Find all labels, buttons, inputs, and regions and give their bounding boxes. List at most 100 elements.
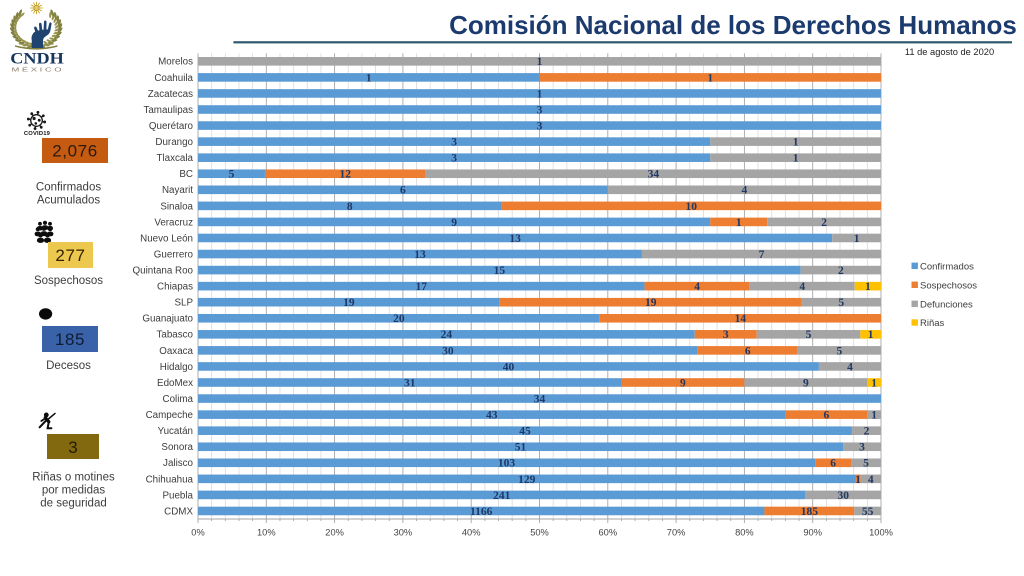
svg-text:Defunciones: Defunciones — [920, 299, 973, 310]
svg-text:Tabasco: Tabasco — [157, 330, 194, 341]
svg-text:45: 45 — [519, 426, 531, 438]
svg-text:Comisión Nacional de los Derec: Comisión Nacional de los Derechos Humano… — [449, 10, 1017, 40]
svg-text:1: 1 — [854, 233, 860, 245]
svg-text:Coahuila: Coahuila — [154, 73, 193, 84]
svg-text:Yucatán: Yucatán — [158, 426, 193, 437]
svg-text:20: 20 — [393, 313, 405, 325]
svg-text:19: 19 — [645, 297, 657, 309]
svg-text:12: 12 — [340, 169, 352, 181]
svg-text:Confirmados: Confirmados — [36, 182, 101, 194]
svg-text:4: 4 — [742, 185, 748, 197]
svg-text:CNDH: CNDH — [10, 51, 64, 68]
svg-text:50%: 50% — [530, 528, 549, 538]
svg-text:9: 9 — [680, 377, 686, 389]
svg-text:CDMX: CDMX — [164, 506, 193, 517]
svg-text:Veracruz: Veracruz — [154, 217, 193, 228]
svg-text:277: 277 — [55, 246, 85, 265]
svg-text:5: 5 — [806, 329, 812, 341]
svg-text:10%: 10% — [257, 528, 276, 538]
svg-text:Querétaro: Querétaro — [149, 121, 194, 132]
svg-text:3: 3 — [451, 137, 457, 149]
svg-text:3: 3 — [451, 153, 457, 165]
svg-text:100%: 100% — [869, 528, 893, 538]
svg-text:1: 1 — [868, 329, 874, 341]
svg-text:Nayarit: Nayarit — [162, 185, 193, 196]
svg-text:1: 1 — [865, 281, 871, 293]
svg-text:Sinaloa: Sinaloa — [160, 201, 193, 212]
svg-text:Sospechosos: Sospechosos — [34, 275, 103, 287]
svg-text:24: 24 — [441, 329, 453, 341]
svg-text:2: 2 — [821, 217, 827, 229]
svg-text:30: 30 — [837, 490, 849, 502]
svg-text:Chiapas: Chiapas — [157, 282, 193, 293]
svg-text:Sospechosos: Sospechosos — [920, 280, 977, 291]
svg-text:1: 1 — [793, 153, 799, 165]
svg-text:3: 3 — [68, 438, 77, 457]
svg-text:19: 19 — [343, 297, 355, 309]
svg-text:3: 3 — [537, 120, 543, 132]
svg-text:6: 6 — [830, 458, 836, 470]
svg-text:SLP: SLP — [174, 298, 193, 309]
svg-text:1: 1 — [855, 474, 861, 486]
svg-text:Nuevo León: Nuevo León — [140, 233, 193, 244]
svg-text:90%: 90% — [803, 528, 822, 538]
svg-text:1: 1 — [793, 137, 799, 149]
svg-text:1: 1 — [366, 72, 372, 84]
svg-text:1166: 1166 — [470, 506, 493, 518]
svg-text:EdoMex: EdoMex — [157, 378, 193, 389]
svg-text:Puebla: Puebla — [162, 490, 193, 501]
svg-text:40%: 40% — [462, 528, 481, 538]
svg-text:M É X I C O: M É X I C O — [12, 67, 62, 74]
svg-text:31: 31 — [404, 377, 416, 389]
svg-text:5: 5 — [863, 458, 869, 470]
svg-text:9: 9 — [451, 217, 457, 229]
svg-text:34: 34 — [648, 169, 660, 181]
svg-text:Quintana Roo: Quintana Roo — [133, 265, 194, 276]
svg-text:4: 4 — [847, 361, 853, 373]
svg-text:2,076: 2,076 — [52, 142, 98, 161]
svg-text:10: 10 — [686, 201, 698, 213]
svg-text:Colima: Colima — [163, 394, 194, 405]
svg-text:2: 2 — [864, 426, 870, 438]
svg-text:COVID19: COVID19 — [24, 131, 51, 137]
svg-text:Sonora: Sonora — [161, 442, 193, 453]
svg-text:34: 34 — [534, 393, 546, 405]
svg-text:6: 6 — [823, 410, 829, 422]
svg-text:3: 3 — [723, 329, 729, 341]
svg-text:80%: 80% — [735, 528, 754, 538]
svg-text:Hidalgo: Hidalgo — [160, 362, 194, 373]
svg-text:13: 13 — [414, 249, 426, 261]
svg-text:17: 17 — [416, 281, 428, 293]
svg-text:Zacatecas: Zacatecas — [148, 89, 193, 100]
svg-text:43: 43 — [486, 410, 498, 422]
svg-text:6: 6 — [745, 345, 751, 357]
svg-text:1: 1 — [707, 72, 713, 84]
svg-text:40: 40 — [503, 361, 515, 373]
svg-text:Durango: Durango — [155, 137, 193, 148]
svg-text:14: 14 — [735, 313, 747, 325]
svg-text:Jalisco: Jalisco — [163, 458, 193, 469]
svg-text:11 de agosto de 2020: 11 de agosto de 2020 — [905, 47, 994, 57]
svg-text:Riñas o motines: Riñas o motines — [32, 472, 115, 484]
svg-text:Chihuahua: Chihuahua — [146, 474, 194, 485]
svg-text:1: 1 — [871, 410, 877, 422]
svg-text:Oaxaca: Oaxaca — [159, 346, 193, 357]
svg-text:5: 5 — [838, 297, 844, 309]
svg-text:Decesos: Decesos — [46, 360, 91, 372]
svg-text:Riñas: Riñas — [920, 318, 945, 329]
svg-text:30: 30 — [442, 345, 454, 357]
svg-text:103: 103 — [498, 458, 516, 470]
svg-text:0%: 0% — [191, 528, 204, 538]
svg-text:9: 9 — [803, 377, 809, 389]
svg-text:Morelos: Morelos — [158, 57, 193, 68]
svg-text:5: 5 — [229, 169, 235, 181]
svg-text:51: 51 — [515, 442, 527, 454]
svg-text:Guerrero: Guerrero — [154, 249, 194, 260]
svg-text:BC: BC — [179, 169, 193, 180]
svg-text:3: 3 — [537, 104, 543, 116]
svg-text:5: 5 — [836, 345, 842, 357]
svg-text:6: 6 — [400, 185, 406, 197]
svg-text:de seguridad: de seguridad — [40, 498, 107, 510]
svg-text:30%: 30% — [394, 528, 413, 538]
svg-text:129: 129 — [518, 474, 536, 486]
